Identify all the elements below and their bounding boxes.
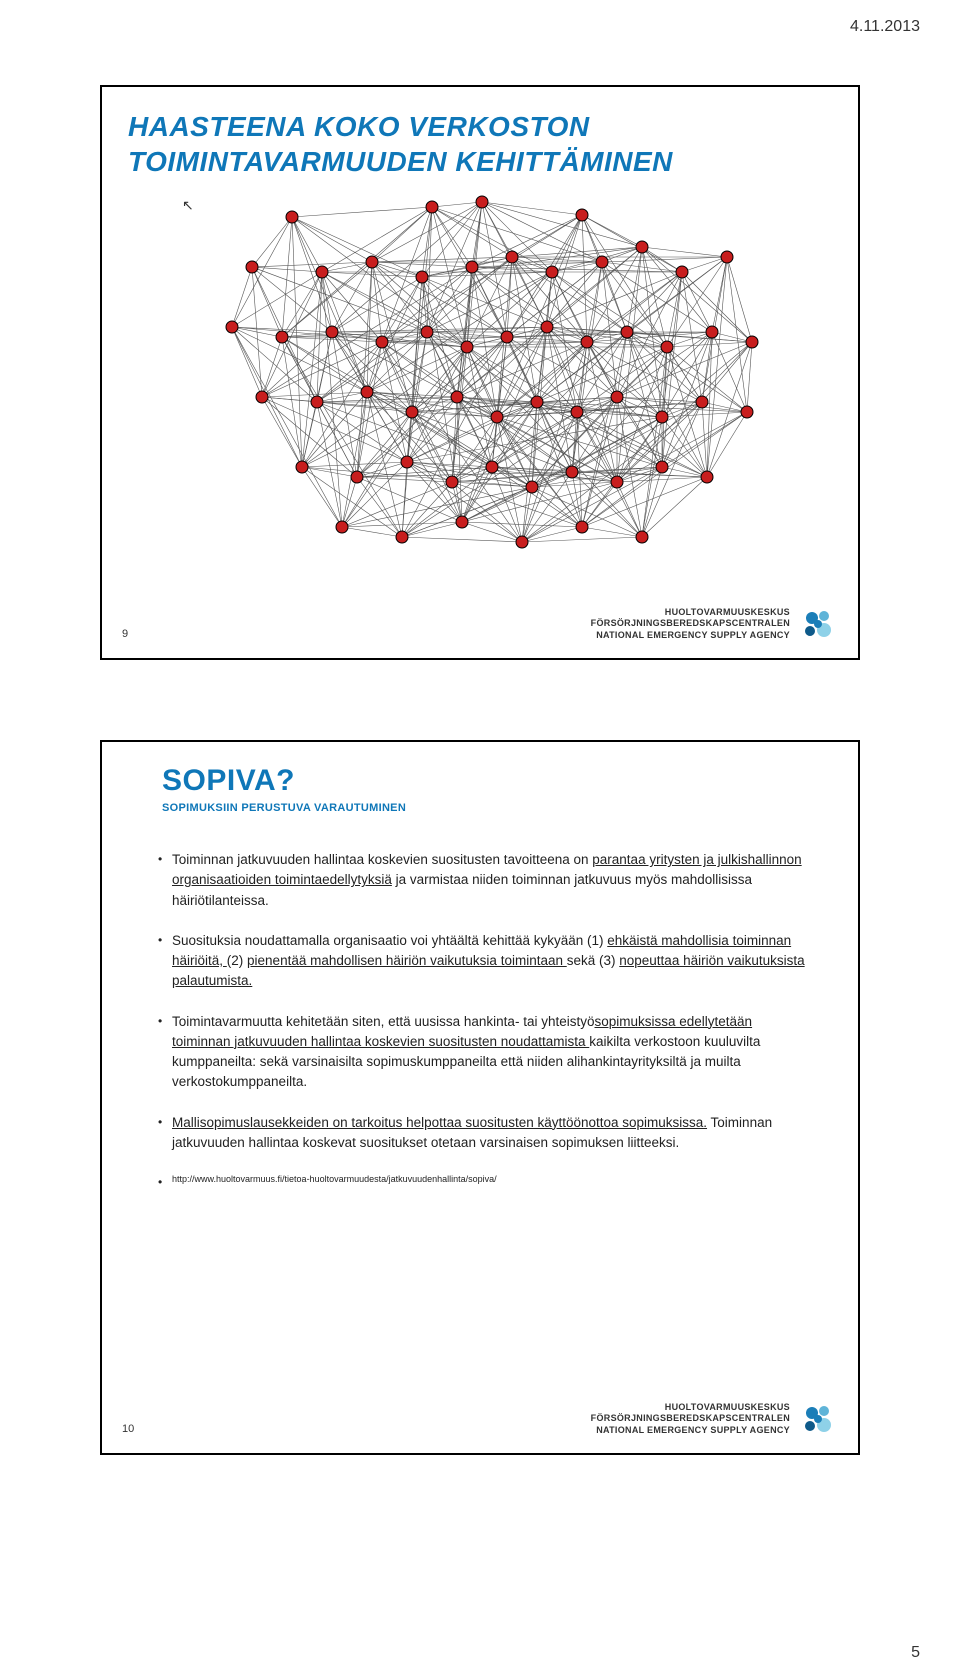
bullet-4: Mallisopimuslausekkeiden on tarkoitus he… bbox=[154, 1113, 813, 1154]
bullet-3: Toimintavarmuutta kehitetään siten, että… bbox=[154, 1012, 813, 1093]
logo-line2: FÖRSÖRJNINGSBEREDSKAPSCENTRALEN bbox=[591, 618, 790, 629]
logo-line3: NATIONAL EMERGENCY SUPPLY AGENCY bbox=[591, 630, 790, 641]
bullet-url: http://www.huoltovarmuus.fi/tietoa-huolt… bbox=[154, 1173, 813, 1187]
logo-text: HUOLTOVARMUUSKESKUS FÖRSÖRJNINGSBEREDSKA… bbox=[591, 607, 790, 641]
slide-2: SOPIVA? SOPIMUKSIIN PERUSTUVA VARAUTUMIN… bbox=[100, 740, 860, 1455]
header-date: 4.11.2013 bbox=[850, 18, 920, 36]
slide-1: HAASTEENA KOKO VERKOSTON TOIMINTAVARMUUD… bbox=[100, 85, 860, 660]
logo-line2: FÖRSÖRJNINGSBEREDSKAPSCENTRALEN bbox=[591, 1413, 790, 1424]
bullet-1: Toiminnan jatkuvuuden hallintaa koskevie… bbox=[154, 850, 813, 911]
slide1-title: HAASTEENA KOKO VERKOSTON TOIMINTAVARMUUD… bbox=[128, 109, 673, 179]
slide1-title-line2: TOIMINTAVARMUUDEN KEHITTÄMINEN bbox=[128, 146, 673, 177]
slide2-title: SOPIVA? bbox=[162, 764, 295, 799]
agency-logo: HUOLTOVARMUUSKESKUS FÖRSÖRJNINGSBEREDSKA… bbox=[591, 1399, 838, 1439]
logo-mark bbox=[798, 1399, 838, 1439]
slide2-bullets: Toiminnan jatkuvuuden hallintaa koskevie… bbox=[154, 850, 813, 1207]
bullet-2: Suosituksia noudattamalla organisaatio v… bbox=[154, 931, 813, 992]
page-number: 5 bbox=[911, 1644, 920, 1662]
logo-line1: HUOLTOVARMUUSKESKUS bbox=[591, 607, 790, 618]
slide1-title-line1: HAASTEENA KOKO VERKOSTON bbox=[128, 111, 590, 142]
network-diagram bbox=[172, 177, 792, 577]
slide2-subtitle: SOPIMUKSIIN PERUSTUVA VARAUTUMINEN bbox=[162, 802, 406, 814]
logo-mark bbox=[798, 604, 838, 644]
logo-text: HUOLTOVARMUUSKESKUS FÖRSÖRJNINGSBEREDSKA… bbox=[591, 1402, 790, 1436]
logo-line3: NATIONAL EMERGENCY SUPPLY AGENCY bbox=[591, 1425, 790, 1436]
slide2-number: 10 bbox=[122, 1423, 134, 1435]
slide1-number: 9 bbox=[122, 628, 128, 640]
agency-logo: HUOLTOVARMUUSKESKUS FÖRSÖRJNINGSBEREDSKA… bbox=[591, 604, 838, 644]
logo-line1: HUOLTOVARMUUSKESKUS bbox=[591, 1402, 790, 1413]
